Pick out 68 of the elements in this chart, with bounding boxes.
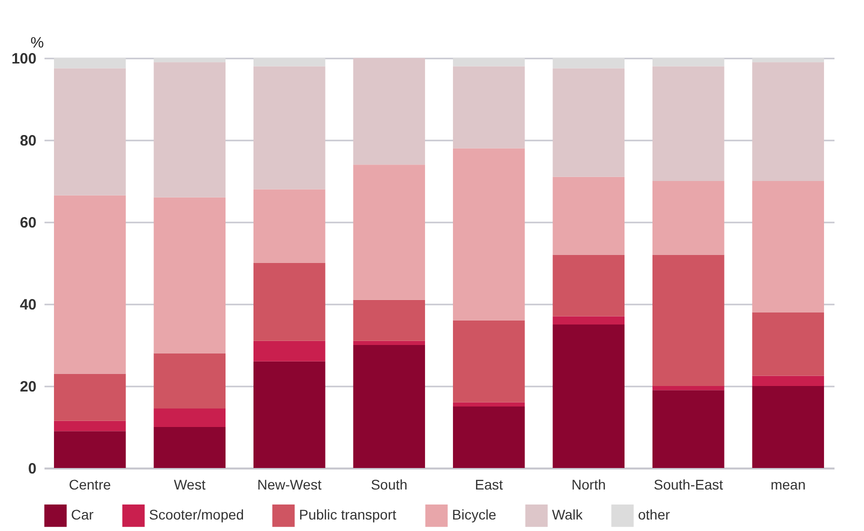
bar [552, 68, 625, 177]
bar [652, 58, 724, 66]
bar [652, 390, 724, 468]
bar [752, 58, 824, 62]
bar [154, 408, 226, 427]
bar [54, 68, 126, 196]
bar [752, 181, 824, 312]
y-tick-label: 100 [11, 50, 36, 68]
bar [353, 345, 426, 468]
bar [452, 320, 525, 402]
bar [54, 374, 126, 421]
bar [552, 254, 625, 316]
bar [54, 431, 126, 468]
x-tick-label: New-West [257, 476, 322, 492]
bar [253, 340, 326, 362]
x-tick-label: South-East [654, 476, 724, 492]
y-tick-label: 20 [20, 378, 36, 396]
bar [154, 197, 226, 354]
bar [752, 312, 824, 376]
bar [452, 148, 525, 320]
x-tick-label: Centre [68, 476, 112, 492]
bar [154, 427, 226, 468]
bar [253, 66, 326, 190]
bar [552, 324, 625, 468]
bar [154, 353, 226, 409]
bar [353, 300, 426, 341]
bar [452, 402, 525, 406]
x-tick-label: mean [770, 476, 806, 492]
x-tick-label: West [174, 476, 206, 492]
bar [54, 58, 126, 68]
bar [154, 58, 226, 62]
legend-label: Scooter/moped [149, 506, 244, 523]
bar [652, 66, 724, 181]
y-tick-label: 60 [20, 214, 36, 232]
bar [452, 58, 525, 66]
bar [552, 58, 625, 68]
bar [752, 376, 824, 386]
bar [54, 195, 126, 374]
legend-label: Walk [552, 506, 584, 523]
bar [552, 176, 625, 255]
bar [652, 254, 724, 386]
bar [353, 164, 426, 300]
bar [154, 62, 226, 198]
y-tick-label: 80 [20, 132, 36, 150]
bar [253, 263, 326, 341]
bar [253, 189, 326, 263]
y-axis-title: % [30, 34, 44, 52]
bar [752, 62, 824, 181]
bar [452, 66, 525, 148]
legend-label: Car [71, 506, 94, 523]
bar [452, 406, 525, 468]
bar [54, 420, 126, 432]
legend-label: Public transport [299, 506, 396, 523]
legend-label: other [638, 506, 670, 523]
bar [752, 386, 824, 468]
bar [652, 181, 724, 255]
x-tick-label: South [370, 476, 408, 492]
bar [253, 58, 326, 66]
bar [552, 316, 625, 324]
bar [652, 386, 724, 390]
bar [353, 340, 426, 345]
x-tick-label: East [474, 476, 503, 492]
legend-label: Bicycle [452, 506, 497, 523]
bar [253, 361, 326, 468]
bar [353, 58, 426, 165]
x-tick-label: North [572, 476, 606, 492]
y-tick-label: 0 [28, 460, 36, 478]
y-tick-label: 40 [20, 296, 36, 314]
